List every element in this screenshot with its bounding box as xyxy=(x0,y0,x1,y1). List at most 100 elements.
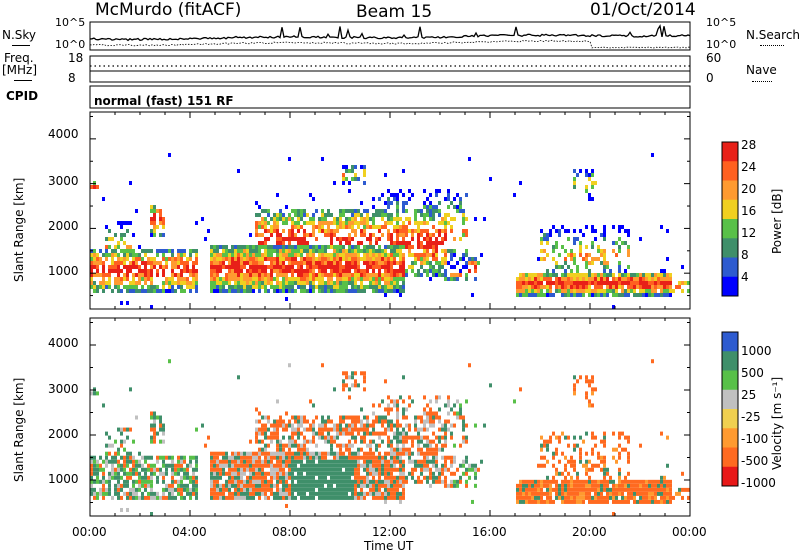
power-cell xyxy=(543,277,546,281)
power-cell xyxy=(330,289,333,293)
velocity-cell xyxy=(441,479,444,484)
velocity-cell xyxy=(171,475,174,480)
velocity-cell xyxy=(666,487,669,492)
power-cell xyxy=(618,229,621,233)
velocity-cell xyxy=(246,463,249,468)
velocity-cell xyxy=(579,499,582,504)
power-cell xyxy=(594,281,597,285)
power-cell xyxy=(144,277,147,281)
power-cell xyxy=(162,233,165,237)
velocity-cell xyxy=(375,471,378,476)
velocity-heatmap xyxy=(90,359,690,516)
velocity-cell xyxy=(381,491,384,496)
power-cell xyxy=(576,293,579,297)
power-cell xyxy=(186,265,189,269)
velocity-cell xyxy=(453,471,456,476)
power-cell xyxy=(588,253,591,257)
power-cell xyxy=(339,237,342,241)
power-cell xyxy=(429,205,432,209)
power-cell xyxy=(573,257,576,261)
velocity-cell xyxy=(102,467,105,472)
power-cell xyxy=(531,277,534,281)
power-cell xyxy=(264,277,267,281)
power-cell xyxy=(330,253,333,257)
power-cell xyxy=(195,277,198,281)
velocity-cell xyxy=(126,507,129,512)
power-cell xyxy=(411,265,414,269)
power-cell xyxy=(249,257,252,261)
power-cell xyxy=(183,277,186,281)
power-cell xyxy=(153,217,156,221)
power-cell xyxy=(357,285,360,289)
velocity-cell xyxy=(171,495,174,500)
power-cell xyxy=(297,269,300,273)
velocity-cell xyxy=(615,459,618,464)
power-cell xyxy=(138,281,141,285)
power-cbar-swatch xyxy=(722,199,738,220)
power-cell xyxy=(261,217,264,221)
power-cell xyxy=(336,289,339,293)
velocity-cell xyxy=(456,411,459,416)
power-cell xyxy=(606,265,609,269)
power-cell xyxy=(345,253,348,257)
power-cell xyxy=(294,245,297,249)
power-cell xyxy=(306,245,309,249)
velocity-cell xyxy=(513,399,516,404)
power-cell xyxy=(390,249,393,253)
velocity-cell xyxy=(276,439,279,444)
velocity-cell xyxy=(390,495,393,500)
power-cell xyxy=(465,193,468,197)
velocity-cell xyxy=(339,459,342,464)
power-cell xyxy=(561,277,564,281)
velocity-cell xyxy=(570,455,573,460)
velocity-cell xyxy=(183,471,186,476)
power-cell xyxy=(249,265,252,269)
velocity-cell xyxy=(411,439,414,444)
velocity-cell xyxy=(657,491,660,496)
power-cell xyxy=(522,277,525,281)
velocity-cell xyxy=(303,495,306,500)
power-cell xyxy=(546,277,549,281)
power-cell xyxy=(639,285,642,289)
power-cell xyxy=(312,197,315,201)
velocity-cell xyxy=(153,427,156,432)
velocity-cell xyxy=(396,403,399,408)
power-cell xyxy=(129,285,132,289)
velocity-cell xyxy=(372,427,375,432)
velocity-cell xyxy=(309,479,312,484)
power-cell xyxy=(144,281,147,285)
velocity-cell xyxy=(177,479,180,484)
velocity-cell xyxy=(345,443,348,448)
velocity-cell xyxy=(450,479,453,484)
power-cell xyxy=(360,285,363,289)
velocity-cell xyxy=(579,479,582,484)
power-cell xyxy=(444,269,447,273)
velocity-cell xyxy=(123,447,126,452)
velocity-cell xyxy=(621,479,624,484)
cpid-mode: normal (fast) 151 RF xyxy=(94,94,234,108)
velocity-cell xyxy=(276,451,279,456)
velocity-cell xyxy=(345,423,348,428)
power-cell xyxy=(333,221,336,225)
velocity-cell xyxy=(345,455,348,460)
velocity-cell xyxy=(597,455,600,460)
power-cell xyxy=(381,193,384,197)
velocity-cell xyxy=(285,463,288,468)
velocity-cell xyxy=(330,463,333,468)
velocity-cell xyxy=(345,483,348,488)
velocity-cell xyxy=(606,487,609,492)
power-cell xyxy=(330,265,333,269)
power-cell xyxy=(402,205,405,209)
velocity-cell xyxy=(444,427,447,432)
velocity-cell xyxy=(321,495,324,500)
velocity-ytick-1000: 1000 xyxy=(48,472,79,486)
freq-legend-line xyxy=(14,80,32,81)
power-cell xyxy=(138,253,141,257)
velocity-cell xyxy=(348,455,351,460)
power-cell xyxy=(300,289,303,293)
power-cell xyxy=(213,269,216,273)
velocity-cell xyxy=(114,451,117,456)
power-cell xyxy=(303,241,306,245)
velocity-cell xyxy=(330,475,333,480)
power-cell xyxy=(126,269,129,273)
